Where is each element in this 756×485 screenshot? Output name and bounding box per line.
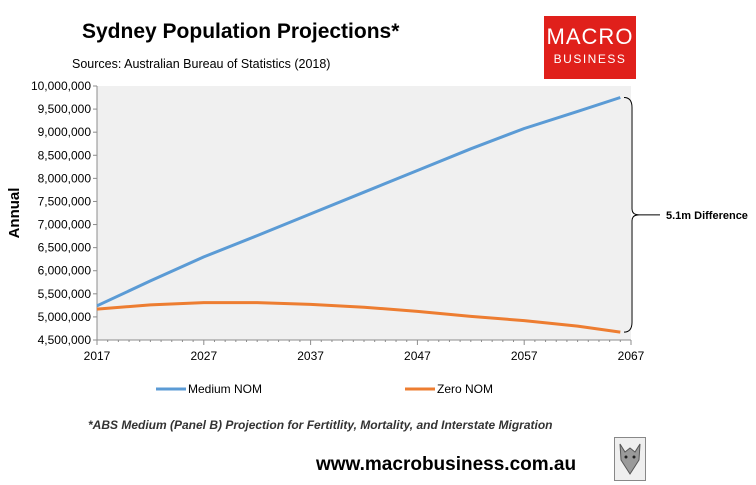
y-tick-label: 9,000,000 <box>38 125 92 139</box>
website-url: www.macrobusiness.com.au <box>316 454 577 475</box>
legend: Medium NOM Zero NOM <box>156 382 493 396</box>
y-tick-label: 5,000,000 <box>38 310 92 324</box>
y-tick-label: 7,500,000 <box>38 194 92 208</box>
legend-label: Medium NOM <box>188 382 262 396</box>
series-line-zero-nom <box>96 301 621 334</box>
y-tick-label: 7,000,000 <box>38 218 92 232</box>
x-tick-label: 2067 <box>618 349 645 363</box>
y-tick-label: 6,500,000 <box>38 241 92 255</box>
difference-annotation: 5.1m Difference <box>666 210 748 222</box>
x-tick-label: 2057 <box>511 349 538 363</box>
footnote: *ABS Medium (Panel B) Projection for Fer… <box>88 418 553 432</box>
x-tick-label: 2037 <box>297 349 324 363</box>
y-tick-label: 8,000,000 <box>38 171 92 185</box>
y-tick-label: 5,500,000 <box>38 287 92 301</box>
x-tick-label: 2027 <box>190 349 217 363</box>
series-line-medium-nom <box>96 96 621 308</box>
legend-label: Zero NOM <box>437 382 493 396</box>
y-tick-label: 8,500,000 <box>38 148 92 162</box>
x-axis: 2017 2027 2037 2047 2057 2067 <box>84 339 645 363</box>
y-axis-label: Annual <box>6 188 23 239</box>
y-tick-label: 10,000,000 <box>31 79 91 93</box>
y-tick-label: 9,500,000 <box>38 102 92 116</box>
wolf-logo-icon <box>614 437 646 481</box>
x-tick-label: 2017 <box>84 349 111 363</box>
macrobusiness-logo: MACRO BUSINESS <box>544 16 636 79</box>
series-lines <box>96 96 621 334</box>
y-tick-label: 4,500,000 <box>38 333 92 347</box>
source-note: Sources: Australian Bureau of Statistics… <box>72 57 331 71</box>
y-axis: 4,500,000 5,000,000 5,500,000 6,000,000 6,50… <box>31 79 98 347</box>
chart-title: Sydney Population Projections* <box>82 20 400 43</box>
y-tick-label: 6,000,000 <box>38 264 92 278</box>
x-tick-label: 2047 <box>404 349 431 363</box>
logo-line2: BUSINESS <box>553 52 627 66</box>
logo-line1: MACRO <box>546 24 634 49</box>
plot-area <box>97 86 631 340</box>
